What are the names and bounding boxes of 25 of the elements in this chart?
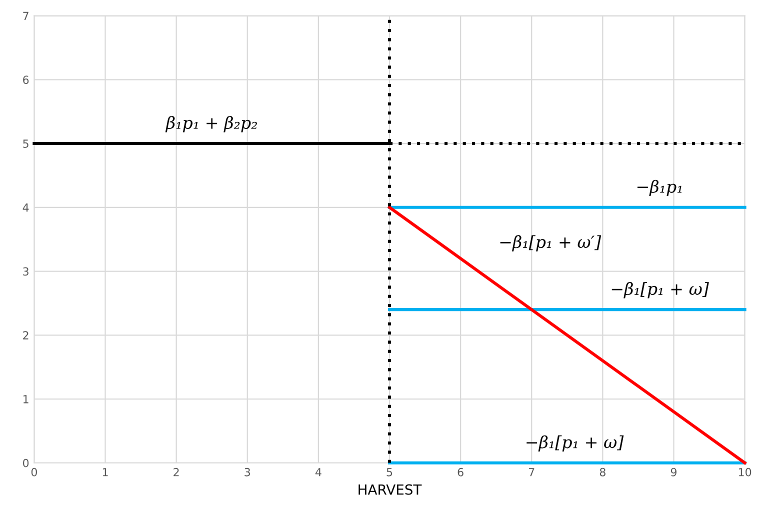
y-tick-label: 3 xyxy=(23,267,28,276)
y-tick-label: 4 xyxy=(22,204,29,212)
y-tick-label: 0 xyxy=(23,458,29,468)
y-tick-label: 7 xyxy=(23,12,28,20)
x-tick-label: 5 xyxy=(386,468,392,476)
x-axis-title: HARVEST xyxy=(358,484,422,495)
x-tick-label: 1 xyxy=(102,468,108,476)
x-tick-label: 4 xyxy=(315,468,322,476)
x-tick-label: 2 xyxy=(174,468,179,476)
annotation: −β₁p₁ xyxy=(637,180,682,196)
y-tick-label: 1 xyxy=(23,395,28,404)
annotation: −β₁[p₁ + ω′] xyxy=(500,235,602,252)
annotation: −β₁[p₁ + ω] xyxy=(526,435,624,452)
x-tick-label: 10 xyxy=(738,468,752,476)
x-tick-label: 6 xyxy=(458,468,464,476)
y-tick-label: 2 xyxy=(23,331,28,340)
y-tick-label: 5 xyxy=(23,140,28,148)
x-tick-label: 9 xyxy=(670,468,676,476)
annotation: −β₁[p₁ + ω] xyxy=(612,282,709,298)
x-tick-label: 0 xyxy=(31,468,37,476)
x-tick-label: 3 xyxy=(244,468,250,476)
x-tick-label: 8 xyxy=(600,468,606,476)
annotation: β₁p₁ + β₂p₂ xyxy=(165,116,258,132)
x-tick-label: 7 xyxy=(528,468,534,476)
y-tick-label: 6 xyxy=(23,76,29,84)
